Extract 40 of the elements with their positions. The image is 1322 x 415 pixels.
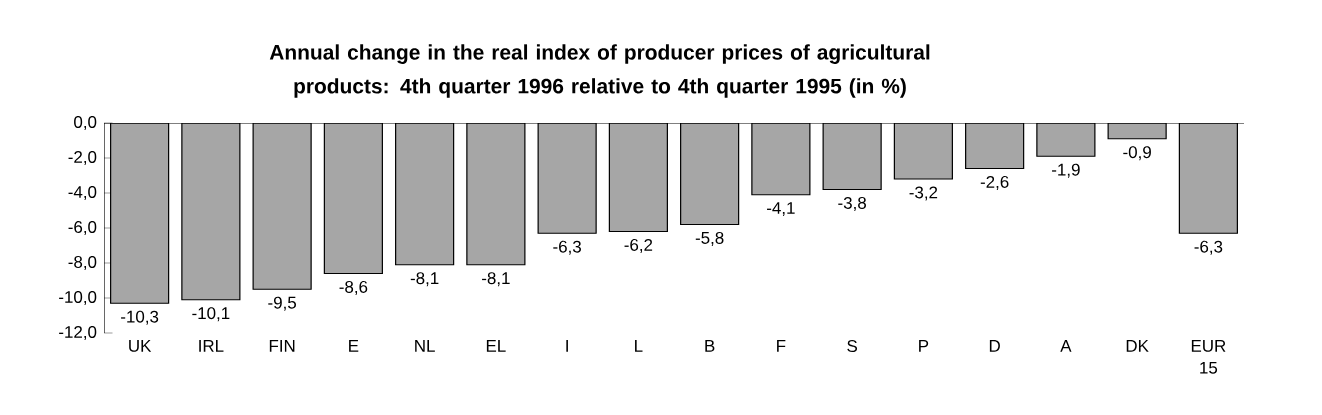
data-label: -3,2 xyxy=(909,186,938,201)
x-tick-label: IRL xyxy=(199,340,224,352)
data-label: -8,1 xyxy=(482,272,510,287)
data-label: -8,1 xyxy=(410,272,439,287)
x-tick-label: B xyxy=(705,340,715,352)
x-tick-label: D xyxy=(989,340,1000,352)
x-tick-label: EL xyxy=(486,340,506,352)
x-tick-label: L xyxy=(635,340,643,352)
data-label: -10,3 xyxy=(121,310,159,325)
x-tick-label: E xyxy=(349,340,359,352)
data-label: -9,5 xyxy=(268,296,297,311)
x-tick-label: I xyxy=(566,340,568,352)
y-tick-label: -12,0 xyxy=(59,326,97,340)
chart-title: Annual change in the real index of producer prices of agricultural products: 4th quarter 1996 relative to 4th quarter 1995 (in %) xyxy=(269,44,930,98)
y-tick-label: -4,0 xyxy=(68,186,97,200)
data-label: -10,1 xyxy=(192,307,230,322)
y-tick-label: -8,0 xyxy=(68,256,97,270)
x-tick-label: NL xyxy=(415,340,435,352)
y-tick-label: -2,0 xyxy=(68,151,97,165)
x-tick-label: EUR 15 xyxy=(1191,340,1226,374)
x-tick-label: FIN xyxy=(269,340,295,352)
data-label: -3,8 xyxy=(838,196,866,211)
data-label: -5,8 xyxy=(695,231,724,246)
data-label: -8,6 xyxy=(339,280,368,295)
data-label: -6,2 xyxy=(624,238,653,253)
y-tick-label: 0,0 xyxy=(74,116,97,130)
data-label: -1,9 xyxy=(1052,163,1080,178)
data-label: -6,3 xyxy=(553,240,581,255)
data-label: -0,9 xyxy=(1123,146,1151,161)
x-tick-label: UK xyxy=(129,340,152,352)
data-label: -2,6 xyxy=(980,175,1009,190)
data-label: -6,3 xyxy=(1194,240,1223,255)
x-tick-label: P xyxy=(919,340,929,352)
y-tick-label: -6,0 xyxy=(68,221,97,235)
y-tick-label: -10,0 xyxy=(59,291,97,305)
x-tick-label: A xyxy=(1060,340,1072,352)
x-tick-label: DK xyxy=(1126,340,1149,352)
data-label: -4,1 xyxy=(767,202,795,216)
x-tick-label: S xyxy=(847,340,858,353)
x-tick-label: F xyxy=(777,340,786,352)
